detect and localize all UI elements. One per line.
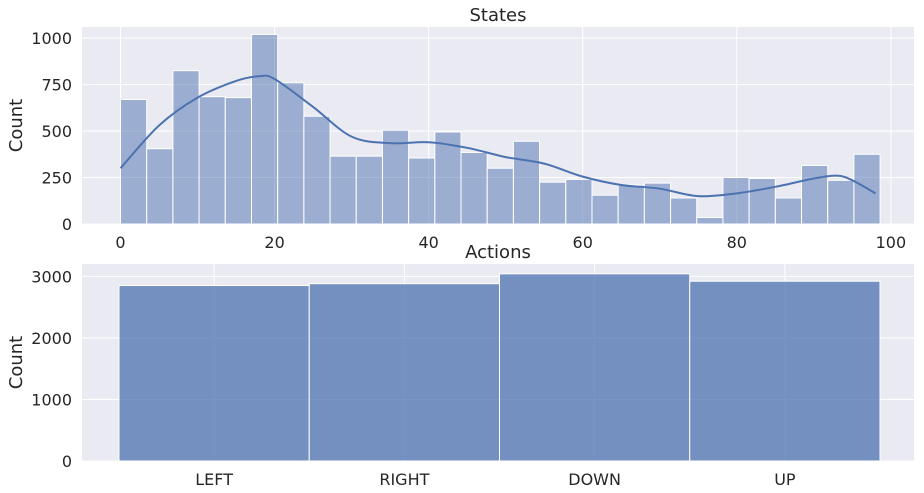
histogram-bar [801, 164, 829, 225]
states-title: States [469, 5, 526, 26]
histogram-bar [329, 155, 357, 225]
x-tick-label: 20 [264, 233, 284, 252]
y-tick-label: 500 [41, 122, 72, 141]
actions-x-ticks: LEFT RIGHT DOWN UP [195, 470, 796, 489]
states-y-ticks: 0 250 500 750 1000 [31, 29, 72, 234]
action-bar [499, 273, 691, 462]
histogram-bar [355, 155, 383, 225]
states-y-axis-label: Count [6, 99, 27, 152]
states-panel: 0 250 500 750 1000 0 20 40 60 80 100 States Count [6, 5, 914, 252]
action-bar [689, 280, 881, 462]
action-bar [308, 283, 500, 462]
actions-title: Actions [465, 242, 531, 263]
histogram-bar [381, 129, 410, 225]
actions-panel: 0 1000 2000 3000 LEFT RIGHT DOWN UP Actions Co… [6, 242, 914, 489]
histogram-bar [172, 70, 200, 225]
y-tick-label: 0 [62, 215, 72, 234]
x-tick-label: 60 [573, 233, 593, 252]
histogram-bar [670, 197, 698, 225]
histogram-bar [512, 140, 541, 225]
histogram-bar [277, 82, 305, 225]
histogram-bar [722, 177, 750, 225]
histogram-bar [408, 157, 436, 225]
histogram-bar [486, 167, 514, 225]
y-tick-label: 750 [41, 76, 72, 95]
actions-bars [118, 273, 881, 462]
action-bar [118, 285, 310, 462]
histogram-bar [198, 96, 226, 225]
histogram-bar [120, 98, 148, 225]
histogram-bar [774, 197, 803, 225]
states-histogram-bars [120, 33, 881, 225]
actions-y-axis-label: Count [6, 336, 27, 389]
histogram-bar [748, 177, 776, 225]
y-tick-label: 250 [41, 169, 72, 188]
histogram-bar [303, 115, 331, 225]
histogram-bar [250, 33, 279, 225]
y-tick-label: 1000 [31, 390, 72, 409]
histogram-bar [539, 181, 567, 225]
x-tick-label: UP [774, 470, 796, 489]
x-tick-label: RIGHT [379, 470, 429, 489]
histogram-bar [565, 178, 593, 225]
x-tick-label: 100 [876, 233, 907, 252]
y-tick-label: 0 [62, 452, 72, 471]
histogram-bar [827, 179, 855, 225]
histogram-bar [146, 148, 174, 225]
histogram-bar [617, 184, 645, 225]
histogram-bar [696, 216, 724, 225]
x-tick-label: 80 [727, 233, 747, 252]
x-tick-label: 0 [115, 233, 125, 252]
y-tick-label: 2000 [31, 329, 72, 348]
histogram-bar [460, 151, 488, 225]
histogram-bar [434, 131, 462, 225]
x-tick-label: DOWN [568, 470, 621, 489]
y-tick-label: 3000 [31, 267, 72, 286]
histogram-bar [224, 97, 252, 225]
y-tick-label: 1000 [31, 29, 72, 48]
states-kde-line [119, 74, 876, 198]
x-tick-label: 40 [418, 233, 438, 252]
states-x-ticks: 0 20 40 60 80 100 [115, 233, 906, 252]
x-tick-label: LEFT [195, 470, 233, 489]
histogram-bar [591, 194, 619, 225]
actions-y-ticks: 0 1000 2000 3000 [31, 267, 72, 471]
